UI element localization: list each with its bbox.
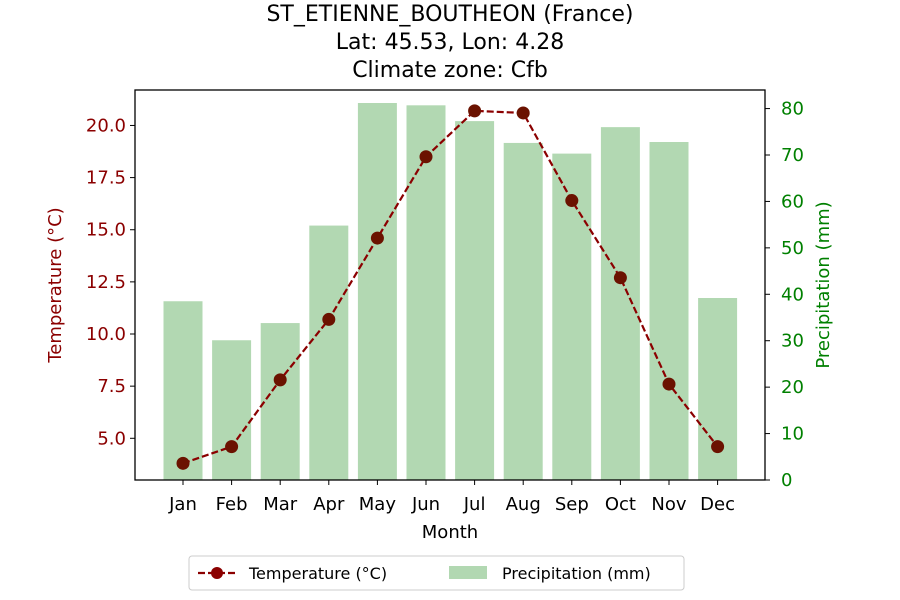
- precipitation-bars: [163, 103, 738, 481]
- left-tick-label: 17.5: [86, 168, 126, 189]
- right-tick-label: 50: [781, 238, 804, 259]
- precip-bar-may: [357, 103, 397, 480]
- right-tick-label: 80: [781, 99, 804, 120]
- chart-title-line-1: ST_ETIENNE_BOUTHEON (France): [266, 2, 633, 27]
- precip-bar-nov: [649, 142, 689, 480]
- left-tick-label: 7.5: [97, 376, 126, 397]
- right-tick-label: 70: [781, 145, 804, 166]
- left-tick-label: 12.5: [86, 272, 126, 293]
- x-axis-ticks: Jan Feb Mar Apr May Jun Jul Aug Sep Oct Nov Dec: [168, 480, 735, 515]
- precip-bar-jun: [406, 105, 446, 481]
- left-axis-ticks: 5.0 7.5 10.0 12.5 15.0 17.5 20.0: [86, 115, 135, 449]
- temperature-point-jun: [419, 150, 433, 164]
- x-tick-label: Dec: [700, 494, 735, 515]
- temperature-point-oct: [613, 271, 627, 285]
- temperature-point-may: [370, 231, 384, 245]
- x-axis-label: Month: [422, 522, 478, 543]
- left-tick-label: 15.0: [86, 220, 126, 241]
- temperature-point-nov: [662, 377, 676, 391]
- left-tick-label: 10.0: [86, 324, 126, 345]
- legend-temperature-marker: [211, 567, 223, 579]
- right-axis-label: Precipitation (mm): [813, 201, 834, 368]
- temperature-point-sep: [565, 194, 579, 208]
- left-tick-label: 20.0: [86, 115, 126, 136]
- right-tick-label: 60: [781, 191, 804, 212]
- left-tick-label: 5.0: [97, 428, 126, 449]
- temperature-point-apr: [322, 312, 336, 326]
- chart-title-line-3: Climate zone: Cfb: [352, 58, 548, 83]
- x-tick-label: May: [359, 494, 397, 515]
- temperature-point-jul: [468, 104, 482, 118]
- chart-title-line-2: Lat: 45.53, Lon: 4.28: [336, 30, 564, 55]
- left-axis-label: Temperature (°C): [45, 207, 66, 363]
- precip-bar-jan: [163, 301, 203, 480]
- x-tick-label: Nov: [651, 494, 686, 515]
- plot-frame: [134, 89, 766, 481]
- precip-bar-sep: [552, 153, 592, 480]
- precip-bar-mar: [260, 323, 300, 480]
- right-tick-label: 30: [781, 331, 804, 352]
- precip-bar-jul: [455, 121, 495, 480]
- x-tick-label: Jul: [463, 494, 486, 515]
- temperature-point-feb: [225, 440, 239, 454]
- right-tick-label: 40: [781, 284, 804, 305]
- x-tick-label: Oct: [605, 494, 636, 515]
- temperature-line-layer: [176, 104, 725, 470]
- precip-bar-oct: [600, 127, 640, 481]
- x-tick-label: Sep: [555, 494, 589, 515]
- precip-bar-aug: [503, 142, 543, 480]
- x-tick-label: Jun: [411, 494, 440, 515]
- right-axis-ticks: 0 10 20 30 40 50 60 70 80: [765, 99, 804, 491]
- x-tick-label: Apr: [313, 494, 345, 515]
- temperature-line: [182, 109, 719, 465]
- legend: Temperature (°C) Precipitation (mm): [188, 555, 685, 591]
- right-tick-label: 10: [781, 424, 804, 445]
- x-tick-label: Jan: [168, 494, 197, 515]
- precip-bar-apr: [309, 225, 349, 480]
- right-tick-label: 0: [781, 470, 792, 491]
- legend-precipitation-label: Precipitation (mm): [502, 564, 651, 583]
- precip-bar-feb: [212, 340, 252, 480]
- temperature-point-aug: [516, 106, 530, 120]
- temperature-point-dec: [711, 440, 725, 454]
- x-tick-label: Mar: [263, 494, 298, 515]
- temperature-point-jan: [176, 456, 190, 470]
- legend-temperature-label: Temperature (°C): [248, 564, 387, 583]
- x-tick-label: Aug: [506, 494, 541, 515]
- temperature-point-mar: [273, 373, 287, 387]
- x-tick-label: Feb: [216, 494, 248, 515]
- legend-precipitation-swatch: [449, 566, 487, 579]
- legend-frame: [188, 555, 685, 591]
- right-tick-label: 20: [781, 377, 804, 398]
